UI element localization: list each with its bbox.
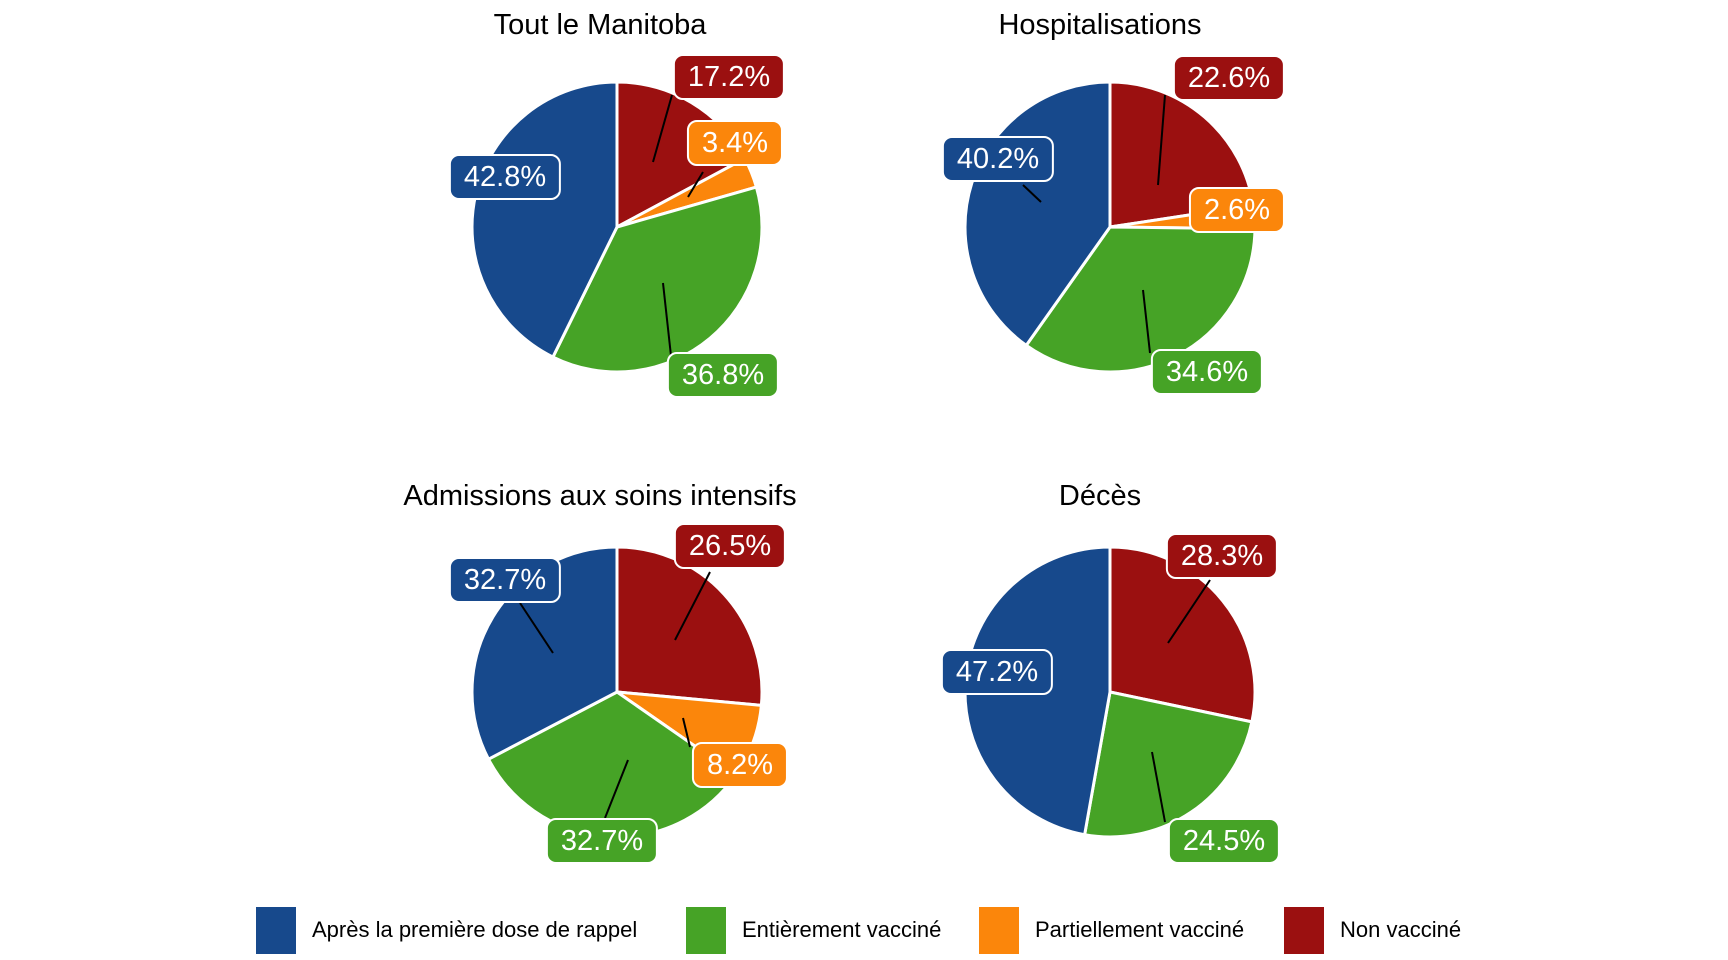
label-leader-line-non-vaccine	[1157, 94, 1166, 186]
legend-swatch-rappel	[256, 906, 296, 954]
value-label-entierement-vaccine: 24.5%	[1167, 818, 1281, 864]
value-label-partiellement-vaccine: 8.2%	[691, 742, 789, 788]
legend-item-rappel: Après la première dose de rappel	[256, 905, 637, 955]
legend-item-partiellement: Partiellement vacciné	[979, 905, 1244, 955]
value-label-non-vaccine: 28.3%	[1165, 533, 1279, 579]
legend-label-non-vaccine: Non vacciné	[1340, 917, 1462, 942]
chart-title: Tout le Manitoba	[493, 9, 707, 41]
legend-swatch-entierement	[686, 906, 726, 954]
pie-slice-non-vaccine	[615, 545, 764, 707]
pie-slice-entierement-vaccine	[551, 185, 764, 374]
label-leader-line-non-vaccine	[1167, 579, 1211, 644]
value-label-entierement-vaccine: 36.8%	[666, 352, 780, 398]
value-label-partiellement-vaccine: 3.4%	[686, 120, 784, 166]
value-label-non-vaccine: 17.2%	[672, 54, 786, 100]
chart-title: Admissions aux soins intensifs	[403, 480, 797, 512]
label-leader-line-apres-la-premiere-dose-de-rappel	[519, 602, 554, 654]
value-label-partiellement-vaccine: 2.6%	[1188, 187, 1286, 233]
label-leader-line-non-vaccine	[652, 94, 673, 163]
pie-tout-le-manitoba	[470, 80, 764, 374]
chart-deces: Décès 28.3% 24.5% 47.2%	[840, 430, 1360, 880]
value-label-entierement-vaccine: 32.7%	[545, 818, 659, 864]
chart-admissions-soins-intensifs: Admissions aux soins intensifs 26.5% 8.2%…	[340, 430, 860, 880]
legend-label-partiellement: Partiellement vacciné	[1035, 917, 1245, 942]
label-leader-line-entierement-vaccine	[662, 282, 673, 366]
legend-label-entierement: Entièrement vacciné	[742, 917, 942, 942]
chart-tout-le-manitoba: Tout le Manitoba 17.2% 3.4% 36.8% 42.8%	[340, 0, 860, 430]
value-label-entierement-vaccine: 34.6%	[1150, 349, 1264, 395]
value-label-non-vaccine: 22.6%	[1172, 55, 1286, 101]
label-leader-line-partiellement-vaccine	[687, 171, 704, 198]
label-leader-line-entierement-vaccine	[1142, 289, 1151, 354]
value-label-apres-la-premiere-dose-de-rappel: 42.8%	[448, 154, 562, 200]
value-label-apres-la-premiere-dose-de-rappel: 40.2%	[941, 136, 1055, 182]
label-leader-line-partiellement-vaccine	[682, 717, 691, 748]
chart-title: Décès	[1058, 480, 1142, 512]
legend-label-rappel: Après la première dose de rappel	[312, 917, 638, 942]
label-leader-line-entierement-vaccine	[1151, 751, 1166, 823]
chart-title: Hospitalisations	[998, 9, 1202, 41]
value-label-apres-la-premiere-dose-de-rappel: 47.2%	[940, 649, 1054, 695]
chart-hospitalisations: Hospitalisations 22.6% 2.6% 34.6% 40.2%	[840, 0, 1360, 430]
label-leader-line-entierement-vaccine	[604, 759, 629, 819]
value-label-non-vaccine: 26.5%	[673, 523, 787, 569]
legend-swatch-non-vaccine	[1284, 906, 1324, 954]
label-leader-line-non-vaccine	[674, 571, 711, 641]
legend: Après la première dose de rappel Entière…	[0, 900, 1728, 960]
legend-item-entierement: Entièrement vacciné	[686, 905, 941, 955]
label-leader-line-apres-la-premiere-dose-de-rappel	[1022, 184, 1042, 203]
pie-slice-non-vaccine	[1108, 545, 1257, 724]
pie-slice-entierement-vaccine	[1083, 690, 1254, 839]
value-label-apres-la-premiere-dose-de-rappel: 32.7%	[448, 557, 562, 603]
legend-swatch-partiellement	[979, 906, 1019, 954]
legend-item-non-vaccine: Non vacciné	[1284, 905, 1461, 955]
